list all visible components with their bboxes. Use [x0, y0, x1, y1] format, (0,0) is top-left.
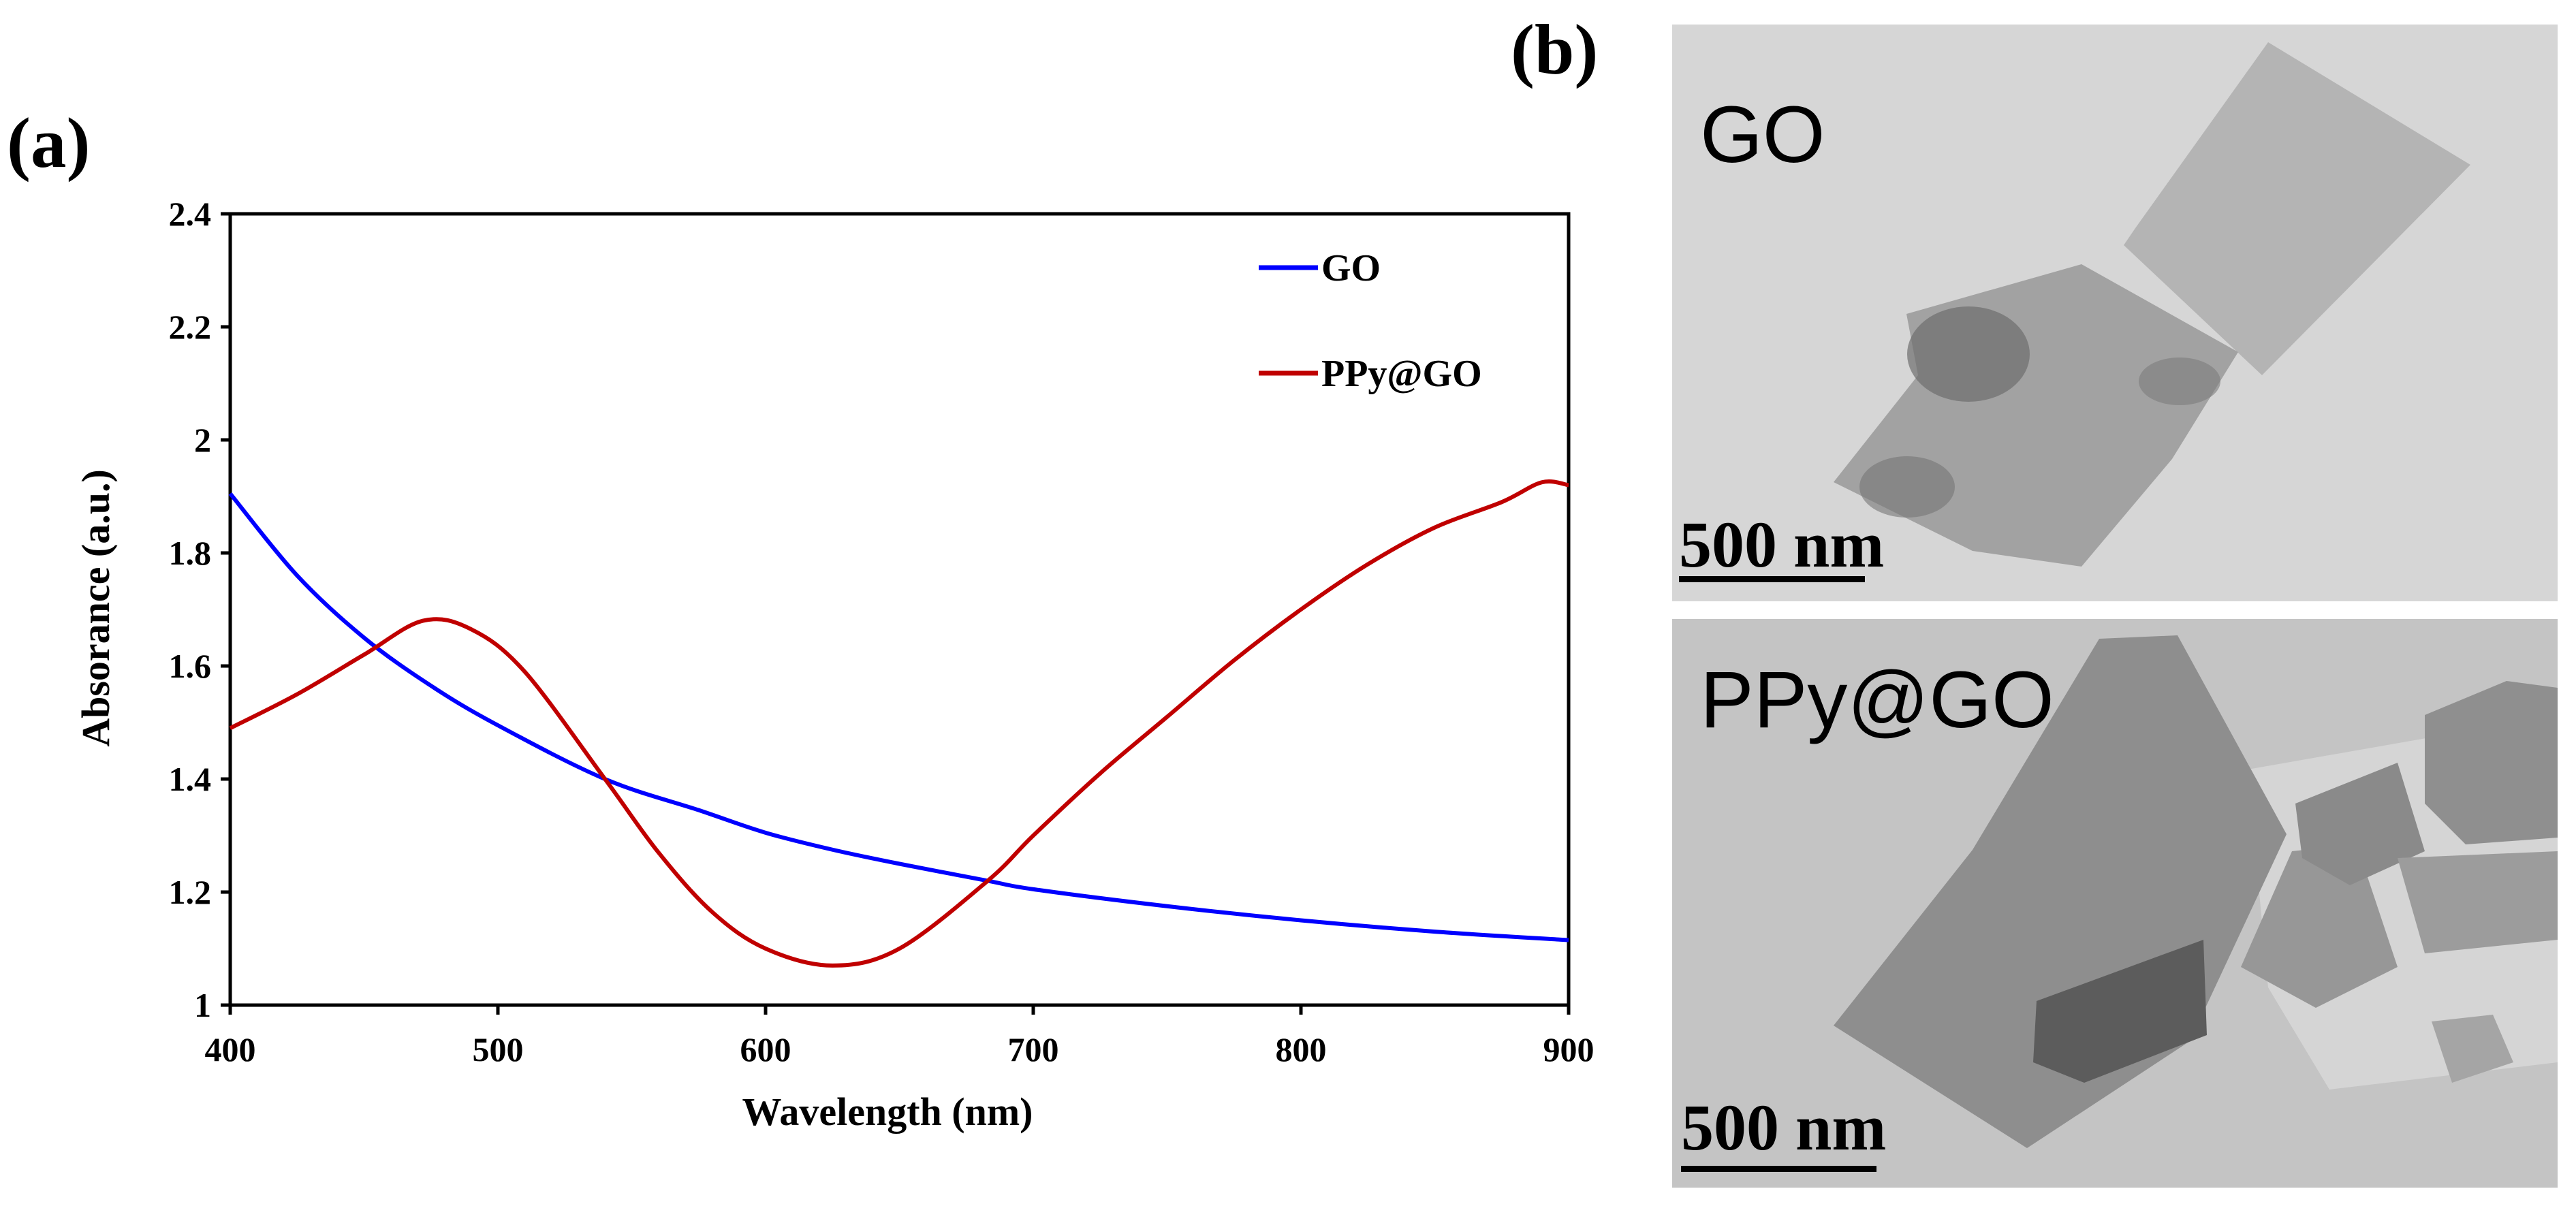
plot-frame: [228, 212, 1571, 1007]
tem-label-ppy-go: PPy@GO: [1700, 655, 2054, 745]
series-line-ppy-go: [229, 479, 1569, 968]
y-tick-label: 2.4: [169, 195, 212, 233]
x-tick-label: 400: [205, 1030, 256, 1068]
y-tick-label: 2.2: [169, 308, 212, 346]
y-tick-label: 1: [194, 986, 211, 1024]
absorbance-chart: 11.21.41.61.822.22.4 400 500 600 700 800 900 …: [74, 195, 1595, 1134]
ppy-go-fragment: [2425, 681, 2558, 844]
x-axis-label: Wavelength (nm): [742, 1090, 1033, 1134]
legend-label-ppy-go: PPy@GO: [1321, 353, 1482, 395]
x-tick-label: 700: [1008, 1030, 1059, 1068]
ppy-go-fragment: [2398, 851, 2558, 953]
scale-bar: [1679, 576, 1865, 582]
x-tick-label: 800: [1276, 1030, 1327, 1068]
ppy-go-fragment: [2241, 844, 2398, 1008]
y-axis-label: Absorance (a.u.): [74, 469, 118, 747]
scale-bar-label: 500 nm: [1681, 1091, 1886, 1164]
go-flake-thin: [2124, 42, 2470, 375]
y-tick-label: 2: [194, 421, 211, 459]
x-tick-label: 600: [740, 1030, 791, 1068]
tem-label-go: GO: [1700, 90, 1825, 180]
panel-label-a: (a): [7, 103, 90, 183]
go-dark-region: [1907, 306, 2030, 402]
legend-label-go: GO: [1321, 247, 1381, 289]
ppy-go-fragment: [2295, 763, 2425, 885]
y-tick-label: 1.2: [169, 873, 212, 911]
y-tick-label: 1.8: [169, 534, 212, 572]
x-tick-label: 500: [473, 1030, 524, 1068]
x-tick-label: 900: [1543, 1030, 1595, 1068]
go-dark-region: [2139, 358, 2220, 405]
tem-image-ppy-go: PPy@GO 500 nm: [1672, 619, 2558, 1188]
scale-bar-label: 500 nm: [1679, 508, 1884, 581]
ppy-go-dark-region: [2033, 940, 2207, 1083]
ppy-go-fragment: [2432, 1015, 2513, 1083]
y-tick-label: 1.4: [169, 760, 212, 798]
panel-label-b: (b): [1511, 10, 1598, 89]
tem-image-go: GO 500 nm: [1672, 25, 2558, 601]
y-tick-label: 1.6: [169, 647, 212, 685]
go-dark-region: [1859, 456, 1955, 518]
legend: GO PPy@GO: [1259, 247, 1482, 395]
scale-bar: [1681, 1166, 1876, 1172]
series-line-go: [228, 492, 1569, 942]
